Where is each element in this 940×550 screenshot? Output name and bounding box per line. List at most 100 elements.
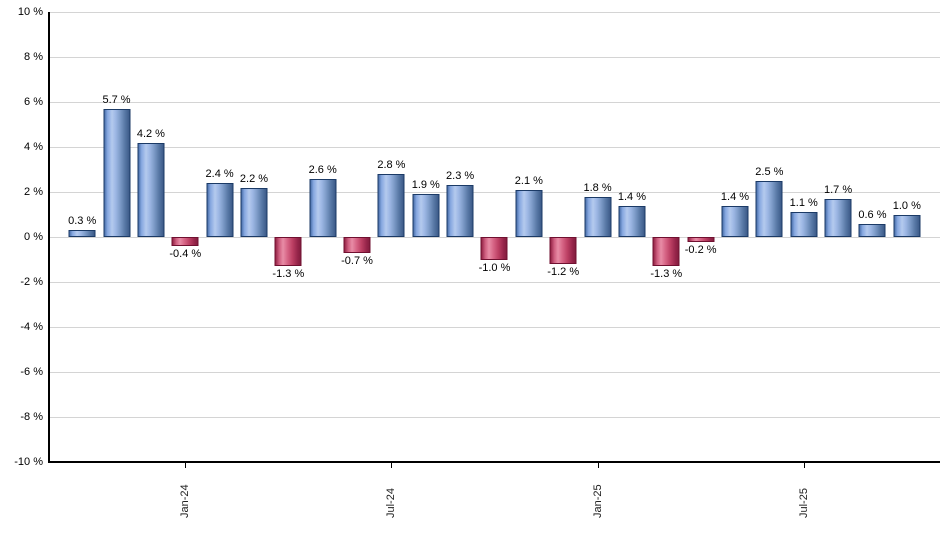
bar-slot: -0.4 % Jan-24: [168, 12, 202, 518]
bar-value-label: 1.1 %: [789, 197, 818, 210]
bar-positive: [893, 214, 921, 237]
y-axis-tick-label: 4 %: [24, 141, 43, 153]
y-axis-line: [48, 12, 50, 463]
bar-positive: [137, 142, 165, 237]
bar-positive: [412, 194, 440, 237]
bar-slot: -1.3 %: [649, 12, 683, 462]
gridline: [49, 372, 940, 373]
x-axis-tick: [185, 462, 187, 468]
bar-value-label: 1.4 %: [720, 190, 750, 203]
bar-positive: [755, 180, 783, 237]
bar-negative: [549, 237, 577, 264]
bar-slot: 2.6 %: [306, 12, 340, 462]
bar-slot: -1.0 %: [477, 12, 511, 462]
x-axis-tick: [803, 462, 805, 468]
bar-slot: 1.8 % Jan-25: [580, 12, 614, 519]
bar-value-label: 1.0 %: [892, 199, 921, 212]
bar-slot: 2.2 %: [237, 12, 271, 462]
gridline: [49, 57, 940, 58]
gridline: [49, 102, 940, 103]
bar-value-label: 2.8 %: [377, 159, 406, 171]
y-axis-tick-label: 8 %: [24, 51, 43, 63]
gridline: [49, 192, 940, 193]
bar-slot: 2.3 %: [443, 12, 477, 462]
bar-positive: [68, 230, 96, 237]
bar-value-label: -1.0 %: [478, 261, 511, 274]
bar-value-label: 2.6 %: [308, 163, 337, 176]
bar-negative: [343, 237, 371, 253]
bar-value-label: 1.9 %: [411, 179, 440, 192]
bar-slot: 1.4 %: [718, 12, 752, 462]
x-axis-tick: [391, 462, 393, 468]
bar-value-label: 5.7 %: [102, 93, 131, 106]
bar-negative: [652, 237, 680, 267]
x-axis-tick-label: Jan-25: [591, 484, 604, 518]
bar-value-label: 2.5 %: [755, 165, 784, 178]
y-axis-tick-label: -4 %: [20, 321, 43, 333]
bar-value-label: 1.8 %: [583, 181, 612, 194]
y-axis-tick-label: 2 %: [24, 186, 43, 198]
x-axis-tick: [597, 462, 599, 468]
gridline: [49, 12, 940, 13]
bar-slot: 1.9 %: [409, 12, 443, 462]
bar-slot: 1.1 % Jul-25: [787, 12, 821, 518]
bar-value-label: -0.7 %: [341, 254, 373, 267]
bar-slot: -0.7 %: [340, 12, 374, 462]
y-axis-labels: 10 % 8 % 6 % 4 % 2 % 0 % -2 % -4 % -6 % -8 % -10 %: [0, 6, 43, 468]
y-axis-tick-label: -10 %: [14, 456, 43, 468]
bar-positive: [309, 178, 337, 237]
bar-negative: [480, 237, 508, 260]
bar-slot: -1.2 %: [546, 12, 580, 462]
bar-value-label: 2.3 %: [446, 170, 475, 183]
bar-negative: [274, 237, 302, 267]
gridline: [49, 327, 940, 328]
y-axis-tick-label: 6 %: [24, 96, 43, 108]
bar-slot: 2.5 %: [752, 12, 786, 462]
x-axis-tick-label: Jul-25: [797, 488, 810, 518]
bar-slot: 0.3 %: [65, 12, 99, 462]
bar-value-label: 0.6 %: [858, 208, 887, 221]
bar-value-label: -1.3 %: [272, 268, 305, 281]
y-axis-tick-label: -8 %: [20, 411, 43, 423]
bar-slot: 2.4 %: [202, 12, 236, 462]
bar-value-label: -1.2 %: [547, 266, 580, 278]
bar-value-label: 2.2 %: [239, 172, 269, 185]
bar-value-label: -1.3 %: [650, 268, 683, 281]
bar-slot: 1.7 %: [821, 12, 855, 462]
bar-value-label: 0.3 %: [68, 215, 97, 228]
bar-positive: [858, 223, 886, 237]
bar-slot: -0.2 %: [683, 12, 717, 462]
bar-positive: [618, 205, 646, 237]
bar-positive: [790, 212, 818, 237]
bar-negative: [171, 237, 199, 246]
bar-value-label: 1.7 %: [824, 183, 853, 196]
bar-value-label: 2.1 %: [514, 174, 543, 187]
bar-slot: 1.0 %: [890, 12, 924, 462]
bar-slot: 4.2 %: [134, 12, 168, 462]
gridline: [49, 417, 940, 418]
bar-value-label: 1.4 %: [617, 190, 646, 203]
bar-positive: [446, 185, 474, 237]
bar-value-label: 2.4 %: [205, 168, 234, 180]
y-axis-tick-label: 10 %: [17, 6, 43, 18]
bar-slot: -1.3 %: [271, 12, 305, 462]
bar-positive: [515, 189, 543, 237]
bar-positive: [584, 196, 612, 237]
y-axis-tick-label: 0 %: [24, 231, 43, 243]
bar-positive: [377, 174, 405, 237]
gridline: [49, 147, 940, 148]
bar-positive: [240, 187, 268, 237]
bar-slot: 0.6 %: [855, 12, 889, 462]
bar-slot: 1.4 %: [615, 12, 649, 462]
bar-positive: [824, 198, 852, 237]
x-axis-line: [48, 461, 940, 463]
gridline: [49, 282, 940, 283]
bar-negative: [687, 237, 715, 242]
x-axis-tick-label: Jul-24: [385, 488, 398, 518]
bar-slot: 2.1 %: [512, 12, 546, 462]
y-axis-tick-label: -6 %: [20, 366, 43, 378]
bars-layer: 0.3 % 5.7 % 4.2 % -0.4 % Jan-24 2.4 % 2.2 % -1.…: [49, 12, 940, 519]
bar-value-label: 4.2 %: [136, 127, 165, 140]
y-axis-tick-label: -2 %: [20, 276, 43, 288]
